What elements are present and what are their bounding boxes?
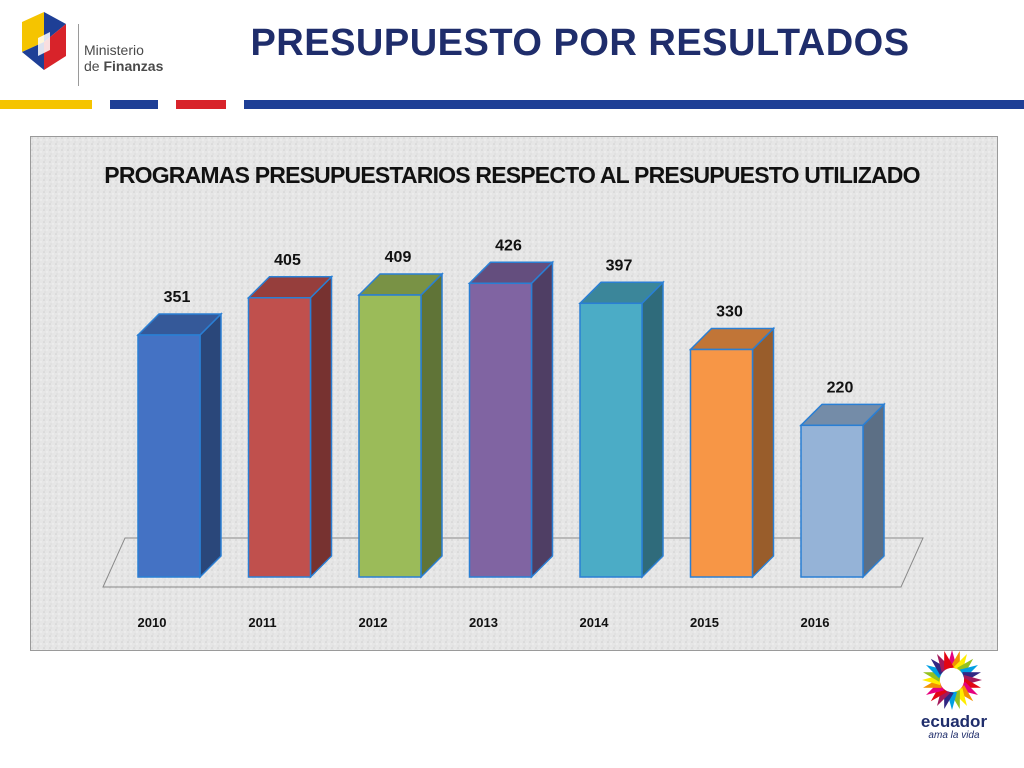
chart-container: PROGRAMAS PRESUPUESTARIOS RESPECTO AL PR… <box>30 136 998 651</box>
logo-line1: Ministerio <box>84 42 144 58</box>
ecuador-ama-la-vida-logo <box>910 648 994 748</box>
bar-front-2012 <box>358 294 422 578</box>
logo-divider <box>78 24 79 86</box>
bar-2015: 330 <box>688 303 776 579</box>
bar-2016: 220 <box>799 379 886 579</box>
sun-ray <box>926 665 945 679</box>
bar-2014: 397 <box>578 257 665 579</box>
header: Ministerio de Finanzas PRESUPUESTO POR R… <box>0 0 1024 110</box>
bar-2011: 405 <box>246 252 334 579</box>
x-tick-label-2014: 2014 <box>580 615 610 630</box>
sun-ray <box>953 654 967 673</box>
bar-side-2016 <box>862 402 885 579</box>
bar-front-2015 <box>689 348 754 578</box>
sun-ray <box>937 687 951 706</box>
data-label-2015: 330 <box>716 303 743 320</box>
data-label-2012: 409 <box>385 249 412 266</box>
bar-side-2011 <box>309 274 333 579</box>
ecuador-sun-icon <box>922 650 982 710</box>
bar-front-2014 <box>579 302 643 578</box>
x-tick-label-2013: 2013 <box>469 615 498 630</box>
bar-side-2010 <box>199 312 222 579</box>
logo-line2-prefix: de <box>84 58 104 74</box>
chart-title: PROGRAMAS PRESUPUESTARIOS RESPECTO AL PR… <box>104 162 919 188</box>
ministerio-finanzas-logo: Ministerio de Finanzas <box>14 10 164 86</box>
ecuador-logo-word: ecuador <box>920 712 988 731</box>
bar-chart: PROGRAMAS PRESUPUESTARIOS RESPECTO AL PR… <box>31 137 997 650</box>
x-tick-label-2015: 2015 <box>690 615 719 630</box>
x-tick-label-2012: 2012 <box>359 615 388 630</box>
bar-2010: 351 <box>136 289 223 579</box>
bar-side-2013 <box>530 260 554 579</box>
data-label-2014: 397 <box>606 257 633 274</box>
x-tick-label-2016: 2016 <box>801 615 830 630</box>
logo-line2-bold: Finanzas <box>103 58 164 74</box>
stripe-blue-1 <box>110 100 158 109</box>
bar-side-2015 <box>751 326 775 579</box>
data-label-2010: 351 <box>164 289 191 306</box>
bar-front-2016 <box>800 424 864 578</box>
bar-side-2014 <box>641 280 664 579</box>
x-tick-label-2011: 2011 <box>248 615 276 630</box>
bar-front-2013 <box>468 282 533 578</box>
bar-2012: 409 <box>357 249 444 579</box>
stripe-blue-2 <box>244 100 1024 109</box>
sun-ray <box>944 651 954 670</box>
logo-text: Ministerio de Finanzas <box>84 42 163 74</box>
bar-2013: 426 <box>467 237 555 579</box>
sun-ray <box>959 681 978 695</box>
ministerio-emblem-icon <box>22 12 66 70</box>
bar-side-2012 <box>420 272 443 579</box>
data-label-2016: 220 <box>827 379 854 396</box>
page-title: PRESUPUESTO POR RESULTADOS <box>250 22 910 64</box>
ecuador-logo-tagline: ama la vida <box>928 730 980 741</box>
data-label-2011: 405 <box>274 252 301 269</box>
logo-line2: de Finanzas <box>84 58 163 74</box>
bar-front-2010 <box>137 334 201 578</box>
stripe-yellow <box>0 100 92 109</box>
bar-front-2011 <box>247 297 312 578</box>
stripe-red <box>176 100 226 109</box>
chart-floor <box>102 537 924 588</box>
x-tick-label-2010: 2010 <box>138 615 167 630</box>
data-label-2013: 426 <box>495 237 522 254</box>
